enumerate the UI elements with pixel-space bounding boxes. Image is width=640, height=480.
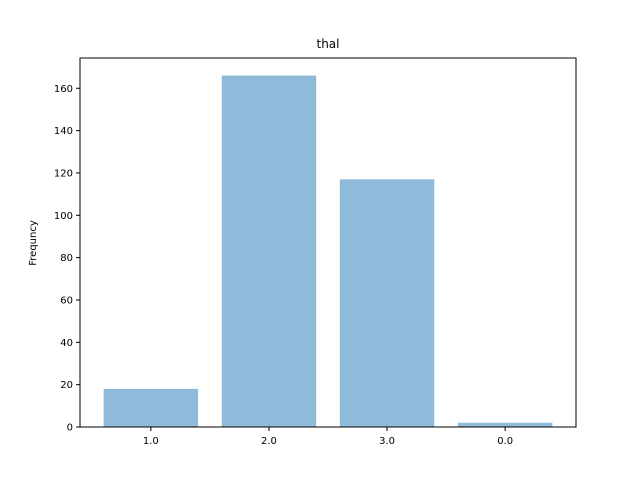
x-tick-label: 3.0: [379, 436, 395, 447]
chart-title: thal: [317, 37, 340, 51]
y-tick-label: 20: [60, 380, 73, 391]
bar-2.0: [221, 75, 317, 428]
y-tick-label: 80: [60, 253, 73, 264]
x-tick-label: 0.0: [497, 436, 513, 447]
y-tick-label: 100: [54, 211, 73, 222]
y-tick-label: 140: [54, 126, 73, 137]
y-tick-label: 40: [60, 338, 73, 349]
bars-group: [103, 75, 553, 428]
bar-1.0: [103, 388, 199, 427]
x-tick-label: 2.0: [261, 436, 277, 447]
y-axis-label: Frequncy: [28, 220, 39, 266]
bar-3.0: [339, 179, 435, 427]
y-tick-label: 0: [67, 423, 73, 434]
bar-0.0: [457, 422, 553, 427]
plot-frame: [79, 57, 577, 428]
y-axis-ticks: 0 20 40 60 80 100 120 140 160: [54, 84, 80, 434]
y-tick-label: 160: [54, 84, 73, 95]
y-tick-label: 120: [54, 168, 73, 179]
x-axis-ticks: 1.0 2.0 3.0 0.0: [143, 427, 513, 447]
x-tick-label: 1.0: [143, 436, 159, 447]
y-tick-label: 60: [60, 295, 73, 306]
